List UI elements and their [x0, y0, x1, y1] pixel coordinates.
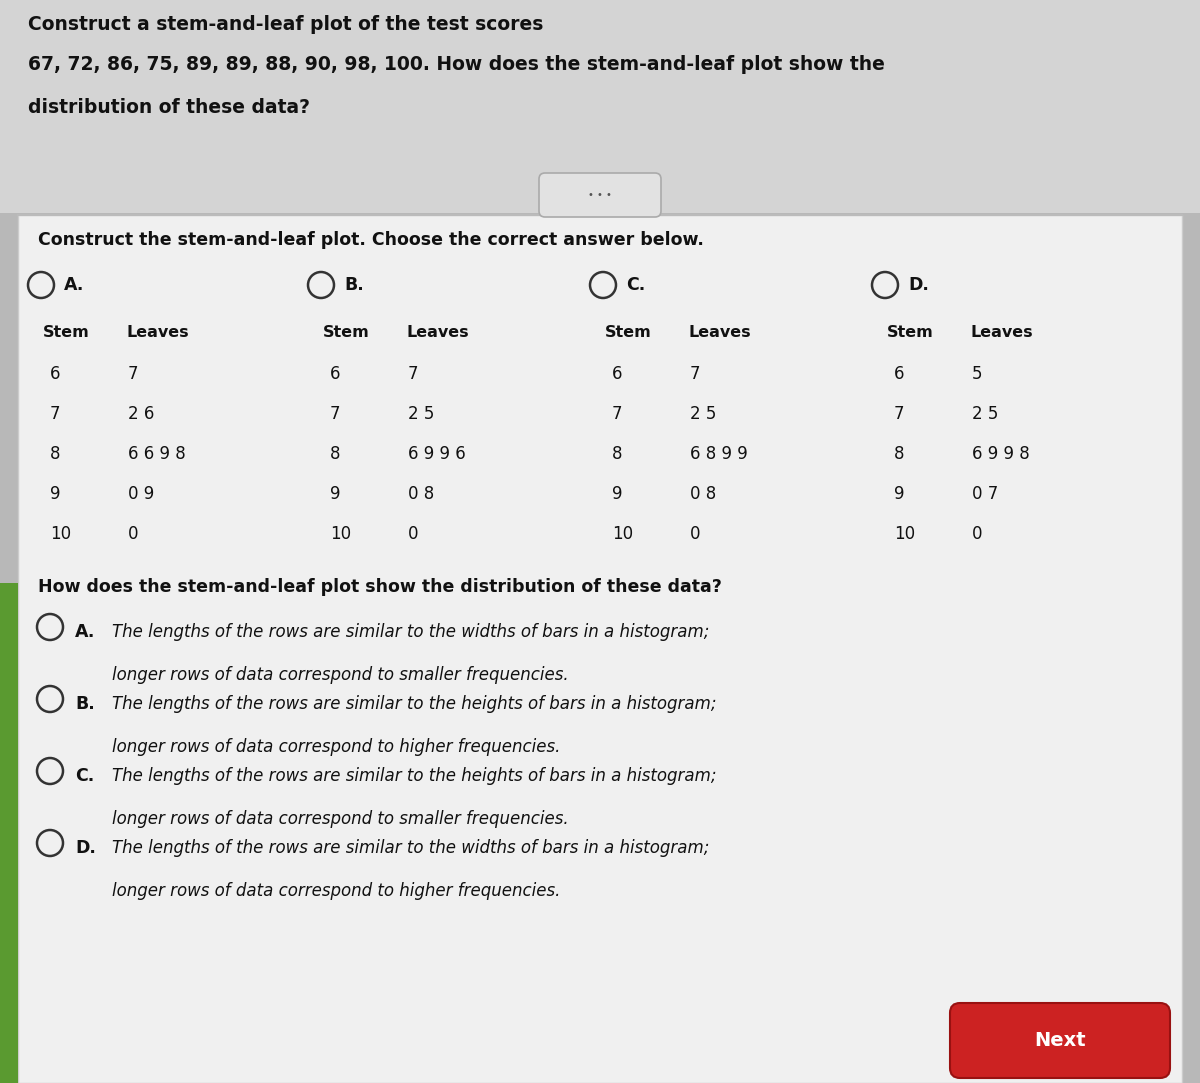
- Text: 6 9 9 8: 6 9 9 8: [972, 445, 1030, 464]
- Text: 10: 10: [894, 525, 916, 543]
- Text: 7: 7: [330, 405, 341, 423]
- Text: longer rows of data correspond to higher frequencies.: longer rows of data correspond to higher…: [112, 882, 560, 900]
- Text: longer rows of data correspond to smaller frequencies.: longer rows of data correspond to smalle…: [112, 666, 569, 684]
- Text: D.: D.: [908, 276, 929, 293]
- Text: The lengths of the rows are similar to the widths of bars in a histogram;: The lengths of the rows are similar to t…: [112, 839, 709, 857]
- Text: 7: 7: [408, 365, 419, 383]
- Text: 9: 9: [612, 485, 623, 503]
- Text: B.: B.: [74, 695, 95, 713]
- Text: 2 5: 2 5: [408, 405, 434, 423]
- Text: 6: 6: [612, 365, 623, 383]
- Text: A.: A.: [74, 623, 95, 641]
- FancyBboxPatch shape: [950, 1003, 1170, 1078]
- Text: 5: 5: [972, 365, 983, 383]
- Text: 7: 7: [50, 405, 60, 423]
- Text: 0: 0: [690, 525, 701, 543]
- Text: 6: 6: [50, 365, 60, 383]
- Text: 6: 6: [330, 365, 341, 383]
- Text: 8: 8: [50, 445, 60, 464]
- Text: 0 7: 0 7: [972, 485, 998, 503]
- Text: The lengths of the rows are similar to the heights of bars in a histogram;: The lengths of the rows are similar to t…: [112, 767, 716, 785]
- Text: 10: 10: [50, 525, 71, 543]
- Text: 0: 0: [128, 525, 138, 543]
- Text: Construct a stem-and-leaf plot of the test scores: Construct a stem-and-leaf plot of the te…: [28, 15, 544, 34]
- Text: distribution of these data?: distribution of these data?: [28, 97, 310, 117]
- Text: How does the stem-and-leaf plot show the distribution of these data?: How does the stem-and-leaf plot show the…: [38, 578, 722, 596]
- FancyBboxPatch shape: [539, 173, 661, 217]
- Text: Stem: Stem: [605, 325, 652, 340]
- Text: Leaves: Leaves: [406, 325, 469, 340]
- Text: 8: 8: [612, 445, 623, 464]
- Text: 0 9: 0 9: [128, 485, 155, 503]
- Text: 6 9 9 6: 6 9 9 6: [408, 445, 466, 464]
- Text: 2 5: 2 5: [972, 405, 998, 423]
- Text: 8: 8: [330, 445, 341, 464]
- Text: 0: 0: [972, 525, 983, 543]
- Text: 2 5: 2 5: [690, 405, 716, 423]
- Text: 0 8: 0 8: [408, 485, 434, 503]
- Text: 10: 10: [330, 525, 352, 543]
- Text: • • •: • • •: [588, 190, 612, 200]
- Text: The lengths of the rows are similar to the widths of bars in a histogram;: The lengths of the rows are similar to t…: [112, 623, 709, 641]
- Text: The lengths of the rows are similar to the heights of bars in a histogram;: The lengths of the rows are similar to t…: [112, 695, 716, 713]
- Text: 9: 9: [894, 485, 905, 503]
- Text: D.: D.: [74, 839, 96, 857]
- Text: Leaves: Leaves: [126, 325, 188, 340]
- Text: 7: 7: [894, 405, 905, 423]
- Text: 6: 6: [894, 365, 905, 383]
- Text: Stem: Stem: [323, 325, 370, 340]
- Text: Next: Next: [1034, 1031, 1086, 1051]
- Text: 6 8 9 9: 6 8 9 9: [690, 445, 748, 464]
- Text: 10: 10: [612, 525, 634, 543]
- Text: Leaves: Leaves: [688, 325, 751, 340]
- FancyBboxPatch shape: [18, 216, 1182, 1083]
- Text: C.: C.: [626, 276, 646, 293]
- FancyBboxPatch shape: [0, 0, 1200, 213]
- Text: 9: 9: [50, 485, 60, 503]
- Text: 0 8: 0 8: [690, 485, 716, 503]
- Text: Leaves: Leaves: [970, 325, 1033, 340]
- Text: Stem: Stem: [887, 325, 934, 340]
- Text: 0: 0: [408, 525, 419, 543]
- Text: longer rows of data correspond to smaller frequencies.: longer rows of data correspond to smalle…: [112, 810, 569, 828]
- Text: C.: C.: [74, 767, 95, 785]
- Text: 7: 7: [128, 365, 138, 383]
- Text: 8: 8: [894, 445, 905, 464]
- Text: 7: 7: [690, 365, 701, 383]
- Text: 2 6: 2 6: [128, 405, 155, 423]
- Text: B.: B.: [344, 276, 364, 293]
- Bar: [0, 583, 18, 1083]
- Text: Stem: Stem: [43, 325, 90, 340]
- Text: A.: A.: [64, 276, 84, 293]
- Text: longer rows of data correspond to higher frequencies.: longer rows of data correspond to higher…: [112, 738, 560, 756]
- Text: 67, 72, 86, 75, 89, 89, 88, 90, 98, 100. How does the stem-and-leaf plot show th: 67, 72, 86, 75, 89, 89, 88, 90, 98, 100.…: [28, 55, 884, 74]
- Text: 6 6 9 8: 6 6 9 8: [128, 445, 186, 464]
- Text: Construct the stem-and-leaf plot. Choose the correct answer below.: Construct the stem-and-leaf plot. Choose…: [38, 231, 704, 249]
- Text: 9: 9: [330, 485, 341, 503]
- Text: 7: 7: [612, 405, 623, 423]
